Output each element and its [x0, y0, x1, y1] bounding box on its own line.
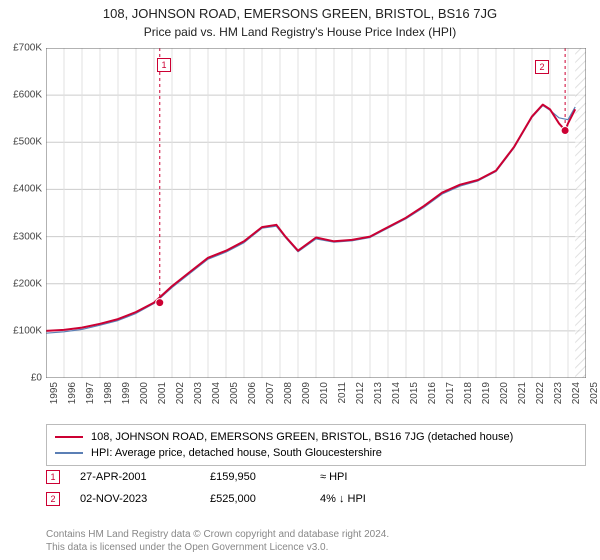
x-tick-label: 2021: [517, 382, 528, 404]
title-block: 108, JOHNSON ROAD, EMERSONS GREEN, BRIST…: [0, 0, 600, 39]
y-tick-label: £100K: [13, 325, 42, 336]
x-tick-label: 2019: [481, 382, 492, 404]
y-tick-label: £500K: [13, 137, 42, 148]
x-tick-label: 2006: [247, 382, 258, 404]
x-tick-label: 2018: [463, 382, 474, 404]
transaction-table: 1 27-APR-2001 £159,950 ≈ HPI 2 02-NOV-20…: [46, 466, 586, 510]
y-tick-label: £300K: [13, 231, 42, 242]
x-tick-label: 1996: [67, 382, 78, 404]
x-tick-label: 2003: [193, 382, 204, 404]
x-tick-label: 2024: [571, 382, 582, 404]
x-tick-label: 2009: [301, 382, 312, 404]
legend-row-property: 108, JOHNSON ROAD, EMERSONS GREEN, BRIST…: [55, 429, 577, 445]
x-tick-label: 2010: [319, 382, 330, 404]
x-tick-label: 2005: [229, 382, 240, 404]
x-tick-label: 2007: [265, 382, 276, 404]
x-tick-label: 2020: [499, 382, 510, 404]
legend: 108, JOHNSON ROAD, EMERSONS GREEN, BRIST…: [46, 424, 586, 466]
x-tick-label: 2004: [211, 382, 222, 404]
chart-area: 12: [46, 48, 586, 378]
x-tick-label: 2025: [589, 382, 600, 404]
x-tick-label: 2014: [391, 382, 402, 404]
legend-row-hpi: HPI: Average price, detached house, Sout…: [55, 445, 577, 461]
x-tick-label: 2000: [139, 382, 150, 404]
y-tick-label: £600K: [13, 90, 42, 101]
x-tick-label: 2017: [445, 382, 456, 404]
x-tick-label: 1999: [121, 382, 132, 404]
transaction-pct: 4% ↓ HPI: [320, 493, 420, 505]
x-tick-label: 1997: [85, 382, 96, 404]
y-tick-label: £0: [31, 373, 42, 384]
x-tick-label: 2002: [175, 382, 186, 404]
chart-svg: [46, 48, 586, 378]
footer-line2: This data is licensed under the Open Gov…: [46, 541, 389, 554]
title-main: 108, JOHNSON ROAD, EMERSONS GREEN, BRIST…: [0, 6, 600, 21]
footer: Contains HM Land Registry data © Crown c…: [46, 528, 389, 554]
x-tick-label: 2023: [553, 382, 564, 404]
x-tick-label: 2001: [157, 382, 168, 404]
x-tick-label: 2012: [355, 382, 366, 404]
legend-swatch-property: [55, 436, 83, 438]
x-tick-label: 1995: [49, 382, 60, 404]
legend-label-property: 108, JOHNSON ROAD, EMERSONS GREEN, BRIST…: [91, 431, 513, 443]
legend-label-hpi: HPI: Average price, detached house, Sout…: [91, 447, 382, 459]
y-tick-label: £400K: [13, 184, 42, 195]
transaction-price: £525,000: [210, 493, 300, 505]
callout-marker: 2: [535, 60, 549, 74]
legend-swatch-hpi: [55, 452, 83, 454]
transaction-marker-num: 1: [50, 472, 55, 482]
transaction-marker: 2: [46, 492, 60, 506]
transaction-date: 27-APR-2001: [80, 471, 190, 483]
x-tick-label: 2008: [283, 382, 294, 404]
transaction-marker: 1: [46, 470, 60, 484]
y-axis-labels: £0£100K£200K£300K£400K£500K£600K£700K: [0, 48, 46, 378]
x-tick-label: 1998: [103, 382, 114, 404]
page: 108, JOHNSON ROAD, EMERSONS GREEN, BRIST…: [0, 0, 600, 560]
y-tick-label: £200K: [13, 278, 42, 289]
transaction-row: 1 27-APR-2001 £159,950 ≈ HPI: [46, 466, 586, 488]
transaction-row: 2 02-NOV-2023 £525,000 4% ↓ HPI: [46, 488, 586, 510]
x-tick-label: 2015: [409, 382, 420, 404]
y-tick-label: £700K: [13, 43, 42, 54]
x-tick-label: 2011: [337, 382, 348, 404]
transaction-price: £159,950: [210, 471, 300, 483]
transaction-marker-num: 2: [50, 494, 55, 504]
x-tick-label: 2022: [535, 382, 546, 404]
transaction-pct: ≈ HPI: [320, 471, 420, 483]
callout-marker: 1: [157, 58, 171, 72]
transaction-date: 02-NOV-2023: [80, 493, 190, 505]
x-tick-label: 2013: [373, 382, 384, 404]
x-axis-labels: 1995 1996 1997 1998 1999 2000 2001 2002 2003 2004…: [46, 380, 586, 420]
footer-line1: Contains HM Land Registry data © Crown c…: [46, 528, 389, 541]
title-sub: Price paid vs. HM Land Registry's House …: [0, 25, 600, 39]
x-tick-label: 2016: [427, 382, 438, 404]
